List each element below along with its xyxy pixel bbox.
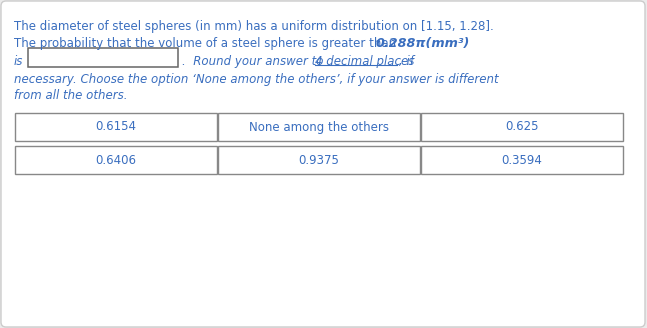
Text: , if: , if	[399, 55, 414, 68]
Text: 0.9375: 0.9375	[298, 154, 340, 167]
Text: is: is	[14, 55, 23, 68]
FancyBboxPatch shape	[218, 146, 420, 174]
Text: 0.6154: 0.6154	[96, 120, 137, 133]
Text: from all the others.: from all the others.	[14, 89, 127, 102]
Text: necessary. Choose the option ‘None among the others’, if your answer is differen: necessary. Choose the option ‘None among…	[14, 73, 499, 86]
Text: 4 decimal places: 4 decimal places	[315, 55, 414, 68]
FancyBboxPatch shape	[15, 113, 217, 141]
FancyBboxPatch shape	[15, 146, 217, 174]
Text: 0.6406: 0.6406	[96, 154, 137, 167]
FancyBboxPatch shape	[218, 113, 420, 141]
FancyBboxPatch shape	[421, 113, 623, 141]
Text: 0.625: 0.625	[505, 120, 539, 133]
Text: 0.288π(mm³): 0.288π(mm³)	[376, 37, 470, 50]
Text: 0.3594: 0.3594	[501, 154, 542, 167]
FancyBboxPatch shape	[421, 146, 623, 174]
Text: None among the others: None among the others	[249, 120, 389, 133]
Text: .  Round your answer to: . Round your answer to	[182, 55, 327, 68]
Text: The diameter of steel spheres (in mm) has a uniform distribution on [1.15, 1.28]: The diameter of steel spheres (in mm) ha…	[14, 20, 494, 33]
Text: The probability that the volume of a steel sphere is greater than: The probability that the volume of a ste…	[14, 37, 400, 50]
FancyBboxPatch shape	[28, 48, 178, 67]
